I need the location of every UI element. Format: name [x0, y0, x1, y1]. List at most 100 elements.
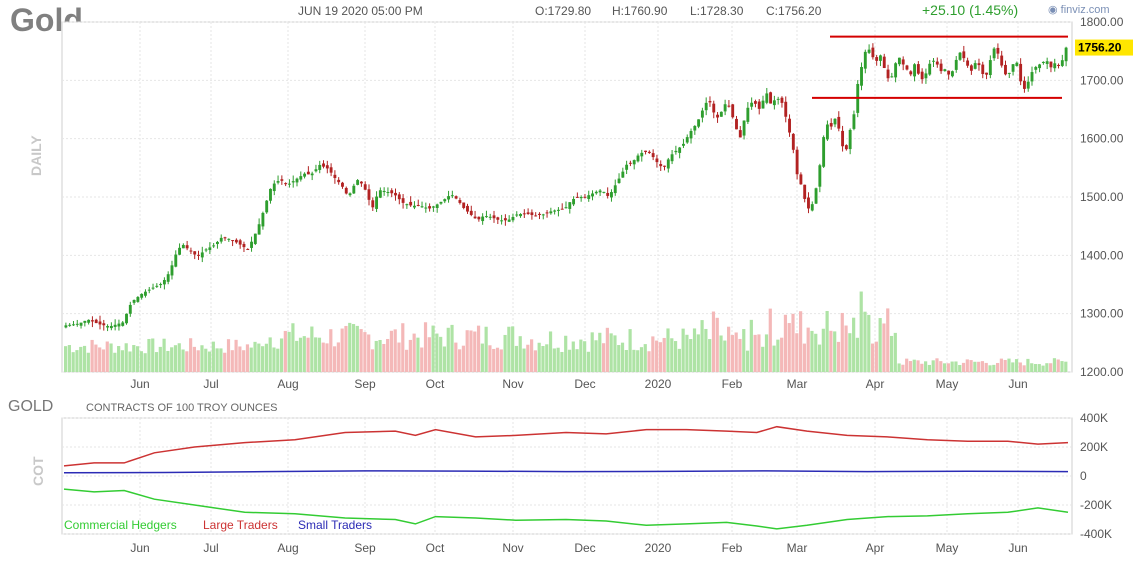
candle-body: [1011, 64, 1015, 72]
volume-bar: [461, 345, 465, 372]
candle-body: [409, 201, 413, 206]
price-x-tick: Apr: [866, 377, 885, 391]
volume-bar: [439, 336, 443, 372]
volume-bar: [344, 325, 348, 372]
candle-body: [587, 195, 591, 199]
candle-body: [613, 185, 617, 194]
candle-body: [322, 163, 325, 167]
volume-bar: [586, 351, 591, 372]
volume-bar: [90, 339, 94, 372]
volume-bar: [980, 361, 985, 372]
candle-body: [655, 158, 659, 163]
volume-bar: [579, 339, 583, 372]
candle-body: [413, 205, 416, 208]
volume-bar: [204, 348, 208, 372]
volume-bar: [700, 320, 704, 372]
candle-body: [939, 63, 943, 72]
candle-body: [1060, 60, 1064, 66]
volume-bar: [825, 310, 829, 372]
candle-body: [530, 212, 534, 216]
candle-body: [731, 104, 735, 118]
candle-body: [697, 119, 701, 127]
volume-bar: [920, 363, 924, 372]
volume-bar: [173, 345, 178, 372]
volume-bar: [442, 346, 447, 372]
cot-x-tick: Nov: [502, 541, 523, 555]
volume-bar: [571, 341, 575, 372]
candle-body: [500, 220, 504, 222]
volume-bar: [298, 337, 303, 372]
volume-bar: [655, 340, 659, 372]
candle-body: [594, 191, 598, 194]
candle-body: [102, 323, 106, 326]
candle-body: [735, 118, 738, 130]
cot-x-tick: Oct: [426, 541, 445, 555]
candle-body: [810, 204, 814, 211]
candle-body: [538, 213, 541, 215]
candle-body: [234, 239, 238, 243]
volume-bar: [200, 345, 204, 372]
candle-body: [534, 215, 538, 217]
low-value: L:1728.30: [690, 4, 744, 18]
candle-body: [367, 189, 371, 200]
price-y-tick: 1700.00: [1080, 73, 1124, 87]
candle-body: [833, 118, 837, 125]
price-x-tick: Dec: [574, 377, 595, 391]
volume-bar: [1056, 359, 1060, 372]
volume-bar: [598, 332, 602, 372]
volume-bar: [522, 348, 526, 372]
volume-bar: [1049, 363, 1053, 372]
candle-body: [837, 116, 841, 129]
candle-body: [310, 173, 314, 176]
volume-bar: [954, 361, 958, 372]
volume-bar: [821, 328, 825, 372]
candle-body: [670, 154, 674, 162]
volume-bar: [844, 325, 848, 372]
volume-bar: [901, 364, 905, 372]
candle-body: [742, 120, 746, 136]
candle-body: [511, 217, 515, 221]
candle-body: [886, 69, 890, 79]
price-y-tick: 1400.00: [1080, 248, 1124, 262]
candle-body: [276, 181, 280, 183]
volume-bar: [867, 314, 871, 372]
candle-body: [575, 196, 579, 198]
volume-bar: [412, 333, 416, 372]
candle-body: [1022, 80, 1026, 89]
candle-body: [242, 243, 246, 248]
candle-body: [197, 254, 200, 256]
volume-bar: [1007, 358, 1011, 372]
volume-bar: [79, 346, 83, 372]
candle-body: [625, 164, 629, 170]
candle-body: [185, 245, 189, 249]
candle-body: [318, 164, 322, 170]
volume-bar: [624, 349, 628, 372]
volume-bar: [124, 343, 128, 372]
volume-bar: [105, 341, 109, 372]
volume-bar: [969, 360, 973, 372]
volume-bar: [279, 338, 284, 372]
volume-bar: [526, 344, 530, 372]
candle-body: [405, 204, 409, 206]
volume-bar: [749, 319, 753, 372]
candle-body: [140, 293, 144, 298]
candle-body: [394, 192, 397, 196]
volume-bar: [135, 346, 140, 372]
cot-x-tick: Feb: [722, 541, 743, 555]
volume-bar: [681, 328, 685, 372]
candle-body: [761, 100, 765, 109]
volume-bar: [367, 334, 371, 372]
price-y-tick: 1600.00: [1080, 132, 1124, 146]
candle-body: [272, 183, 276, 192]
candle-body: [162, 279, 166, 285]
volume-bar: [670, 338, 674, 372]
candle-body: [401, 198, 405, 203]
volume-bar: [465, 330, 469, 372]
volume-bar: [958, 365, 962, 372]
volume-bar: [768, 308, 772, 372]
candle-body: [356, 180, 360, 185]
brand-link[interactable]: ◉ finviz.com: [1048, 3, 1110, 16]
volume-bar: [863, 311, 867, 372]
candle-body: [507, 219, 511, 222]
volume-bar: [1018, 362, 1022, 372]
